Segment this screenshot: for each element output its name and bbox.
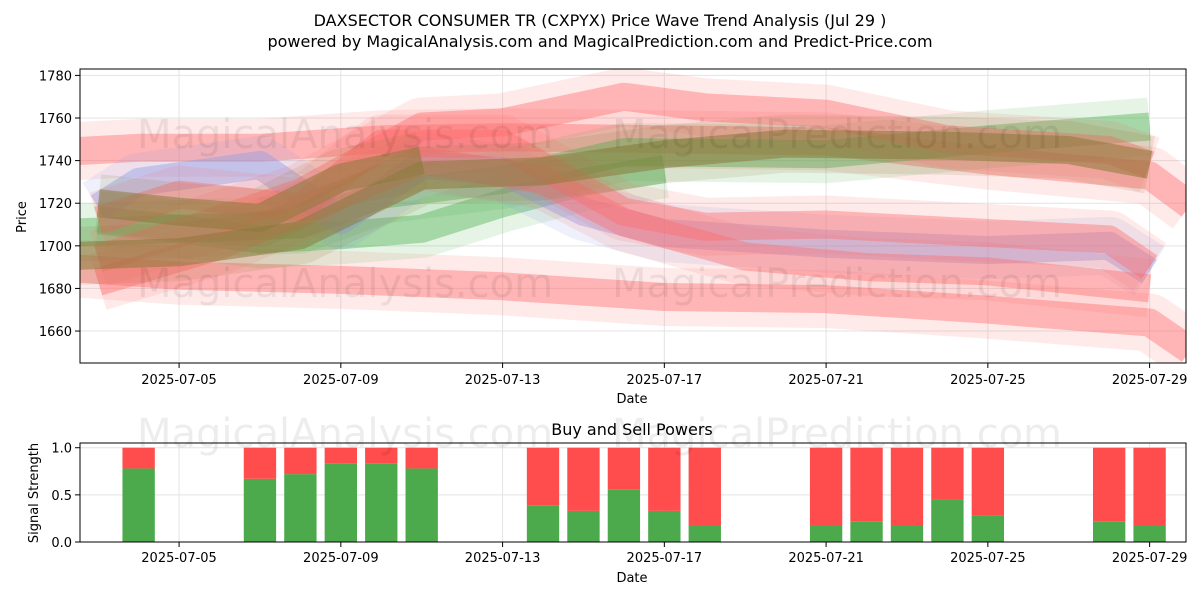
- watermark-text: MagicalAnalysis.com: [137, 261, 553, 307]
- bar-y-axis-label: Signal Strength: [27, 443, 42, 543]
- sell-bar: [243, 447, 277, 479]
- price-plot: 2025-07-05 2025-07-09 2025-07-13 2025-07-17…: [39, 68, 1188, 388]
- wave-band: [90, 150, 1158, 284]
- watermark-text: MagicalPrediction.com: [612, 261, 1062, 307]
- buy-bar: [809, 525, 843, 542]
- wave-band: [96, 146, 425, 233]
- watermark-text: MagicalPrediction.com: [612, 411, 1062, 457]
- main-y-axis-label: Price: [15, 201, 30, 233]
- bar-chart-title: Buy and Sell Powers: [551, 420, 713, 439]
- bar-y-tick-label: 0.0: [51, 536, 72, 551]
- sell-bar: [567, 447, 600, 511]
- bar-x-tick-label: 2025-07-05: [141, 551, 217, 566]
- band-group: [80, 69, 1186, 363]
- buy-bar: [243, 478, 277, 542]
- main-y-tick-label: 1780: [39, 69, 72, 84]
- main-y-tick-label: 1720: [39, 197, 72, 212]
- bar-x-tick-label: 2025-07-17: [627, 551, 703, 566]
- wave-band-halo: [95, 140, 669, 269]
- main-x-tick-label: 2025-07-09: [303, 373, 379, 388]
- main-x-tick-label: 2025-07-13: [465, 373, 541, 388]
- wave-band: [80, 129, 1153, 270]
- main-x-axis-label: Date: [616, 392, 647, 407]
- sell-bar: [1133, 447, 1166, 526]
- wave-band-halo: [82, 135, 1166, 296]
- main-y-tick-label: 1680: [39, 282, 72, 297]
- buy-bar: [405, 468, 438, 542]
- sell-bar: [648, 447, 681, 511]
- buy-bar: [284, 474, 317, 542]
- main-x-tick-label: 2025-07-05: [141, 373, 217, 388]
- sell-bar: [405, 447, 438, 469]
- bar-x-tick-label: 2025-07-25: [950, 551, 1026, 566]
- bar-axes-frame: [79, 442, 1187, 543]
- bar-x-tick-label: 2025-07-29: [1112, 551, 1188, 566]
- sell-bar: [365, 447, 398, 464]
- sell-bar: [850, 447, 883, 522]
- watermark-text: MagicalPrediction.com: [612, 112, 1062, 158]
- buy-bar: [931, 499, 964, 542]
- buy-bar: [1133, 525, 1166, 542]
- buy-bar: [971, 515, 1005, 542]
- buy-bar: [526, 505, 560, 542]
- main-y-tick-label: 1740: [39, 155, 72, 170]
- bar-x-axis-label: Date: [616, 571, 647, 586]
- buy-bar: [648, 510, 681, 542]
- main-x-tick-label: 2025-07-25: [950, 373, 1026, 388]
- main-y-tick-label: 1700: [39, 240, 72, 255]
- buy-bar: [607, 489, 641, 542]
- wave-band-halo: [80, 108, 1186, 229]
- sell-bar: [931, 447, 964, 500]
- buy-bar: [122, 468, 155, 542]
- sell-bar: [1092, 447, 1126, 522]
- main-y-tick-label: 1760: [39, 112, 72, 127]
- watermark-text: MagicalAnalysis.com: [137, 411, 553, 457]
- bar-x-tick-label: 2025-07-13: [465, 551, 541, 566]
- buy-bar: [890, 525, 924, 542]
- sell-bar: [526, 447, 560, 506]
- wave-band: [80, 254, 1186, 362]
- buy-bar: [365, 463, 398, 542]
- buy-bar: [567, 510, 600, 542]
- sell-bar: [890, 447, 924, 526]
- sell-bar: [324, 447, 358, 464]
- buy-bar: [850, 521, 883, 542]
- signal-plot: 2025-07-05 2025-07-09 2025-07-13 2025-07-17…: [51, 442, 1187, 566]
- main-x-tick-label: 2025-07-29: [1112, 373, 1188, 388]
- main-axes-frame: [79, 68, 1187, 364]
- sell-bar: [284, 447, 317, 475]
- chart-title: DAXSECTOR CONSUMER TR (CXPYX) Price Wave…: [314, 11, 887, 30]
- main-x-tick-label: 2025-07-17: [627, 373, 703, 388]
- watermark-text: MagicalAnalysis.com: [137, 112, 553, 158]
- bar-x-tick-label: 2025-07-09: [303, 551, 379, 566]
- sell-bar: [971, 447, 1005, 516]
- main-y-tick-label: 1660: [39, 325, 72, 340]
- sell-bar: [809, 447, 843, 526]
- wave-band: [80, 123, 1186, 217]
- bar-y-tick-label: 1.0: [51, 442, 72, 457]
- wave-band: [96, 155, 667, 254]
- sell-bar: [607, 447, 641, 490]
- buy-bar: [324, 463, 358, 542]
- bar-x-tick-label: 2025-07-21: [788, 551, 864, 566]
- main-x-tick-label: 2025-07-21: [788, 373, 864, 388]
- buy-bar: [688, 525, 721, 542]
- sell-bar: [688, 447, 721, 526]
- chart-subtitle: powered by MagicalAnalysis.com and Magic…: [267, 32, 932, 51]
- wave-band-halo: [80, 239, 1186, 363]
- buy-bar: [1092, 521, 1126, 542]
- bar-y-tick-label: 0.5: [51, 489, 72, 504]
- sell-bar: [122, 447, 155, 469]
